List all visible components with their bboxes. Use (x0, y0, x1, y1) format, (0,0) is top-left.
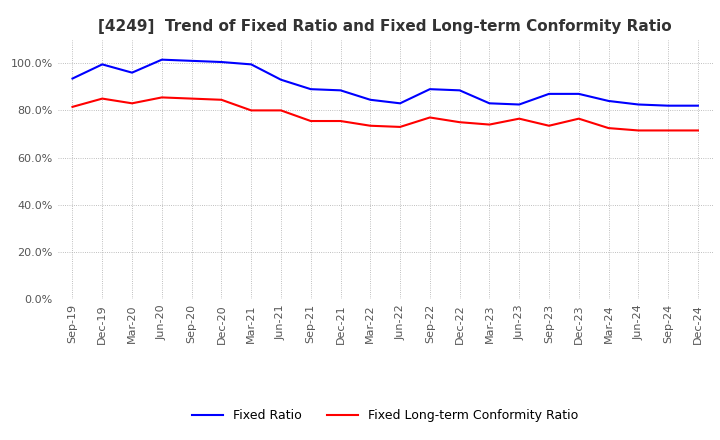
Line: Fixed Long-term Conformity Ratio: Fixed Long-term Conformity Ratio (73, 97, 698, 130)
Fixed Ratio (485, 101, 494, 106)
Fixed Ratio (98, 62, 107, 67)
Fixed Ratio (307, 87, 315, 92)
Fixed Long-term Conformity Ratio (664, 128, 672, 133)
Fixed Ratio (127, 70, 136, 75)
Fixed Long-term Conformity Ratio (366, 123, 374, 128)
Fixed Long-term Conformity Ratio (247, 108, 256, 113)
Legend: Fixed Ratio, Fixed Long-term Conformity Ratio: Fixed Ratio, Fixed Long-term Conformity … (187, 404, 583, 427)
Fixed Long-term Conformity Ratio (575, 116, 583, 121)
Fixed Ratio (187, 58, 196, 63)
Fixed Ratio (664, 103, 672, 108)
Fixed Ratio (634, 102, 643, 107)
Fixed Long-term Conformity Ratio (307, 118, 315, 124)
Fixed Long-term Conformity Ratio (68, 104, 77, 110)
Fixed Ratio (247, 62, 256, 67)
Fixed Long-term Conformity Ratio (158, 95, 166, 100)
Fixed Ratio (396, 101, 405, 106)
Fixed Ratio (693, 103, 702, 108)
Fixed Ratio (604, 98, 613, 103)
Fixed Ratio (217, 59, 226, 65)
Fixed Long-term Conformity Ratio (455, 120, 464, 125)
Fixed Long-term Conformity Ratio (217, 97, 226, 103)
Fixed Ratio (366, 97, 374, 103)
Fixed Long-term Conformity Ratio (98, 96, 107, 101)
Fixed Long-term Conformity Ratio (545, 123, 554, 128)
Line: Fixed Ratio: Fixed Ratio (73, 60, 698, 106)
Fixed Ratio (455, 88, 464, 93)
Fixed Long-term Conformity Ratio (485, 122, 494, 127)
Fixed Long-term Conformity Ratio (276, 108, 285, 113)
Fixed Ratio (515, 102, 523, 107)
Fixed Ratio (158, 57, 166, 62)
Fixed Long-term Conformity Ratio (127, 101, 136, 106)
Fixed Ratio (276, 77, 285, 82)
Fixed Long-term Conformity Ratio (634, 128, 643, 133)
Fixed Ratio (426, 87, 434, 92)
Fixed Long-term Conformity Ratio (187, 96, 196, 101)
Fixed Long-term Conformity Ratio (396, 124, 405, 129)
Fixed Long-term Conformity Ratio (693, 128, 702, 133)
Fixed Long-term Conformity Ratio (336, 118, 345, 124)
Fixed Long-term Conformity Ratio (515, 116, 523, 121)
Fixed Long-term Conformity Ratio (426, 115, 434, 120)
Fixed Long-term Conformity Ratio (604, 125, 613, 131)
Fixed Ratio (336, 88, 345, 93)
Fixed Ratio (545, 91, 554, 96)
Fixed Ratio (575, 91, 583, 96)
Fixed Ratio (68, 76, 77, 81)
Title: [4249]  Trend of Fixed Ratio and Fixed Long-term Conformity Ratio: [4249] Trend of Fixed Ratio and Fixed Lo… (99, 19, 672, 34)
